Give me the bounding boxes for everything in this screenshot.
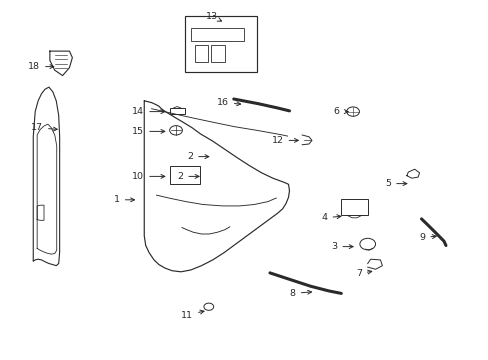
Text: 5: 5 xyxy=(385,179,406,188)
Text: 12: 12 xyxy=(271,136,298,145)
Text: 17: 17 xyxy=(31,123,57,132)
Text: 8: 8 xyxy=(289,289,311,298)
Text: 11: 11 xyxy=(181,310,203,320)
Bar xyxy=(190,28,244,41)
Text: 1: 1 xyxy=(114,195,134,204)
Text: 3: 3 xyxy=(330,242,352,251)
Text: 6: 6 xyxy=(333,107,347,116)
Bar xyxy=(184,16,257,72)
Text: 9: 9 xyxy=(419,233,435,242)
Text: 2: 2 xyxy=(187,152,208,161)
Bar xyxy=(170,108,184,114)
Text: 18: 18 xyxy=(28,62,54,71)
Bar xyxy=(211,45,224,62)
Text: 16: 16 xyxy=(216,98,240,107)
Text: 2: 2 xyxy=(177,172,199,181)
Text: 10: 10 xyxy=(132,172,164,181)
Text: 4: 4 xyxy=(321,213,340,222)
Bar xyxy=(194,45,208,62)
Text: 7: 7 xyxy=(355,269,371,278)
Text: 15: 15 xyxy=(132,127,164,136)
Text: 14: 14 xyxy=(132,107,164,116)
Text: 13: 13 xyxy=(205,12,221,21)
